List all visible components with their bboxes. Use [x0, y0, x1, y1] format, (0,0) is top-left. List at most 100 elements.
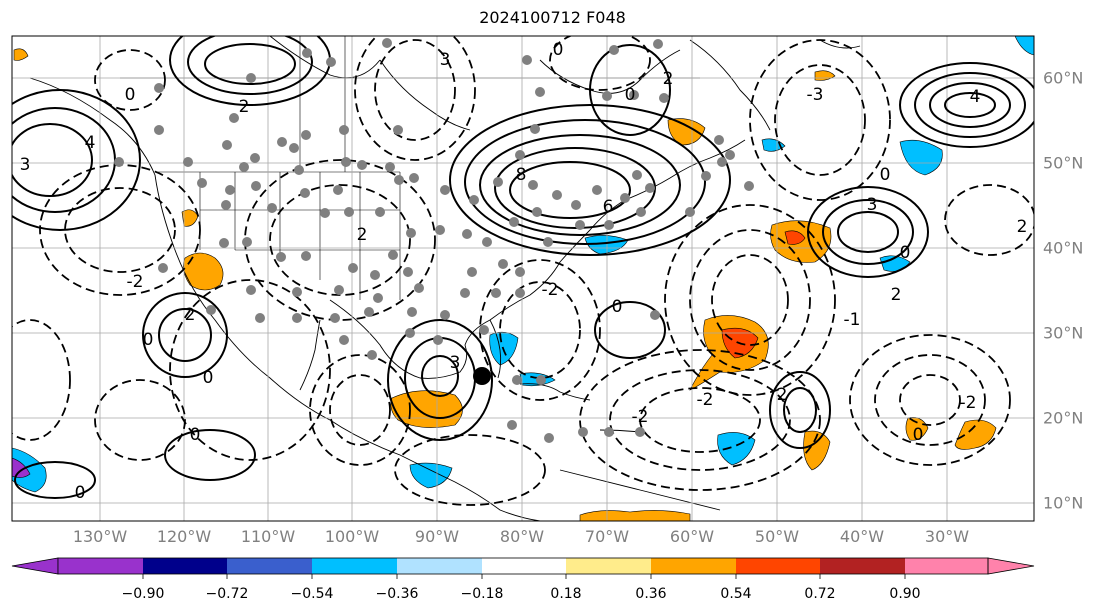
- shade-blue-4: [409, 462, 453, 489]
- contour-label: -2: [127, 272, 144, 292]
- colorbar-tick-label: −0.72: [205, 586, 249, 602]
- lon-label: 80°W: [499, 527, 545, 546]
- colorbar-segment: [58, 558, 143, 574]
- colorbar-segment: [143, 558, 227, 574]
- contour-label: 0: [625, 85, 636, 105]
- shade-orange-10: [579, 510, 691, 521]
- contour-label: -3: [807, 85, 824, 105]
- shade-blue-10: [1014, 36, 1034, 56]
- colorbar: [11, 557, 1035, 579]
- contour-label: 2: [891, 285, 902, 305]
- contour-label: 3: [450, 353, 461, 373]
- contour-label: 8: [516, 165, 527, 185]
- station-dots: [114, 38, 754, 443]
- colorbar-extend-right: [987, 557, 1035, 575]
- colorbar-tick-label: 0.90: [889, 586, 921, 602]
- lon-label: 90°W: [414, 527, 460, 546]
- contour-label: 0: [143, 330, 154, 350]
- colorbar-segment: [566, 558, 651, 574]
- lon-label: 30°W: [924, 527, 970, 546]
- shade-orange-4: [667, 118, 706, 146]
- lon-label: 130°W: [72, 527, 128, 546]
- contour-label: 2: [357, 225, 368, 245]
- positive-contours: [12, 36, 1034, 499]
- shade-orange-11: [814, 70, 836, 81]
- shade-orange-8: [905, 417, 929, 441]
- contour-label: 0: [900, 243, 911, 263]
- lon-label: 60°W: [669, 527, 715, 546]
- contour-label: -2: [697, 390, 714, 410]
- shading-layer: [12, 36, 1034, 521]
- colorbar-tick-label: −0.18: [460, 586, 504, 602]
- colorbar-tick-label: 0.54: [720, 586, 752, 602]
- colorbar-segment: [820, 558, 905, 574]
- colorbar-segment: [397, 558, 482, 574]
- contour-label: 2: [777, 385, 788, 405]
- lat-label: 20°N: [1043, 408, 1084, 428]
- shade-blue-5: [717, 432, 756, 466]
- lat-label: 60°N: [1043, 68, 1084, 88]
- contour-label: 4: [970, 87, 981, 107]
- lat-label: 30°N: [1043, 323, 1084, 343]
- negative-contours: [12, 36, 1034, 506]
- shade-orange-12: [13, 48, 29, 61]
- contour-label: 0: [612, 297, 623, 317]
- contour-label: -2: [960, 393, 977, 413]
- contour-label: -2: [542, 280, 559, 300]
- contour-label: 3: [440, 50, 451, 70]
- lat-lon-grid: [12, 36, 1034, 521]
- colorbar-tick-label: −0.90: [121, 586, 165, 602]
- lon-label: 100°W: [324, 527, 380, 546]
- contour-labels: 0 2 3 8 6 4 3 0 4 3 0 2 3 2 0 2 -2 -2 -1…: [20, 40, 1028, 503]
- colorbar-tick-label: −0.54: [290, 586, 334, 602]
- contour-label: 0: [190, 425, 201, 445]
- colorbar-extend-left: [11, 557, 59, 575]
- colorbar-tick-label: 0.36: [635, 586, 667, 602]
- colorbar-tick-label: 0.18: [550, 586, 582, 602]
- colorbar-segment: [482, 558, 566, 574]
- contour-label: 3: [867, 195, 878, 215]
- colorbar-outline: [57, 557, 989, 575]
- contour-label: 2: [239, 97, 250, 117]
- shade-blue-6: [899, 139, 943, 176]
- lon-label: 40°W: [839, 527, 885, 546]
- shade-orange-9: [954, 419, 997, 450]
- map-plot-area: [12, 36, 1034, 521]
- colorbar-tick-label: −0.36: [375, 586, 419, 602]
- contour-label: 0: [75, 483, 86, 503]
- map-title: 2024100712 F048: [479, 8, 626, 27]
- contour-label: -2: [632, 407, 649, 427]
- contour-label: 2: [185, 305, 196, 325]
- contour-label: 0: [880, 165, 891, 185]
- colorbar-segment: [905, 558, 988, 574]
- contour-label: 0: [125, 85, 136, 105]
- contour-label: 4: [85, 133, 96, 153]
- contour-label: 0: [913, 425, 924, 445]
- lon-label: 70°W: [584, 527, 630, 546]
- shade-red-1: [784, 230, 806, 245]
- colorbar-tick-label: 0.72: [804, 586, 836, 602]
- shade-blue-9: [12, 447, 47, 493]
- map-frame: [11, 35, 1035, 522]
- contour-label: 3: [20, 155, 31, 175]
- colorbar-segment: [227, 558, 312, 574]
- contour-label: -1: [844, 310, 861, 330]
- contour-label: 6: [603, 197, 614, 217]
- contour-label: 2: [1017, 217, 1028, 237]
- contour-label: 0: [203, 368, 214, 388]
- colorbar-segment: [736, 558, 820, 574]
- contour-label: 2: [663, 69, 674, 89]
- lat-label: 10°N: [1043, 493, 1084, 513]
- lat-label: 50°N: [1043, 153, 1084, 173]
- colorbar-segment: [312, 558, 397, 574]
- shade-orange-7: [803, 430, 831, 471]
- lon-label: 50°W: [754, 527, 800, 546]
- lon-label: 110°W: [240, 527, 296, 546]
- colorbar-segment: [651, 558, 736, 574]
- contour-label: 0: [553, 40, 564, 60]
- shade-orange-1: [183, 252, 224, 291]
- shade-blue-7: [879, 255, 911, 272]
- lon-label: 120°W: [156, 527, 212, 546]
- lat-label: 40°N: [1043, 238, 1084, 258]
